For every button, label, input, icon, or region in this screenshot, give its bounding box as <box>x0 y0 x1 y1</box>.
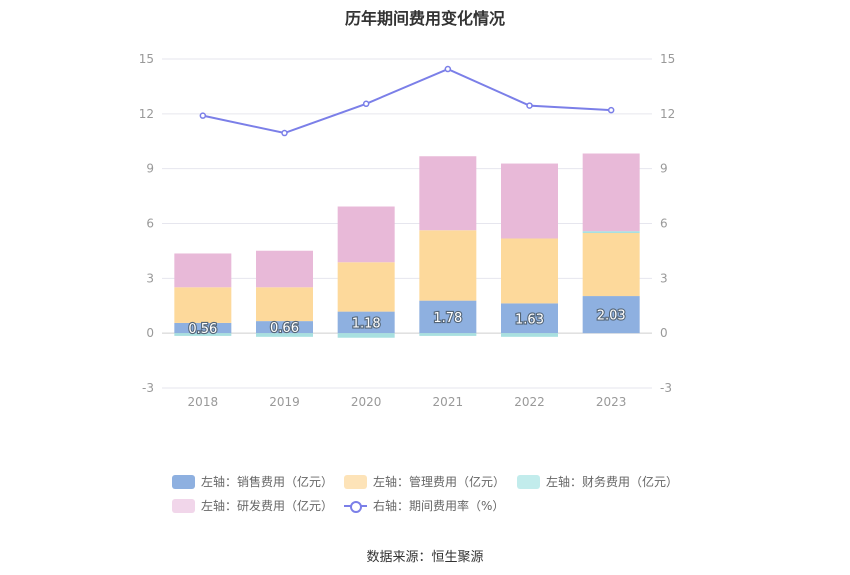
bar-rd-2023 <box>583 153 640 231</box>
bar-finance-2023 <box>583 231 640 233</box>
bar-admin-2020 <box>338 262 395 311</box>
bar-rd-2020 <box>338 207 395 263</box>
bar-admin-2023 <box>583 233 640 296</box>
legend-swatch-rd <box>172 499 195 513</box>
bar-rd-2019 <box>256 251 313 288</box>
left-axis-tick-label: 15 <box>139 52 154 66</box>
right-axis-tick-label: 0 <box>660 326 668 340</box>
legend-item-rd[interactable]: 左轴：研发费用（亿元） <box>172 497 333 514</box>
x-axis-tick-label: 2020 <box>351 395 382 409</box>
bar-finance-2020 <box>338 333 395 338</box>
legend-label-rd: 左轴：研发费用（亿元） <box>201 497 333 514</box>
point-expense-ratio-2021 <box>445 67 450 72</box>
data-label-sales-2021: 1.78 <box>433 311 462 326</box>
right-axis: -3 0 3 6 9 12 15 <box>660 52 675 395</box>
bar-admin-2018 <box>174 287 231 323</box>
data-source: 数据来源：恒生聚源 <box>0 546 850 565</box>
bar-series <box>174 153 639 337</box>
right-axis-tick-label: 12 <box>660 107 675 121</box>
line-series <box>200 67 613 136</box>
data-label-sales-2022: 1.63 <box>515 312 544 327</box>
legend-swatch-finance <box>517 475 540 489</box>
right-axis-tick-label: 9 <box>660 162 668 176</box>
legend-label-finance: 左轴：财务费用（亿元） <box>546 473 678 490</box>
legend-swatch-admin <box>344 475 367 489</box>
legend-swatch-sales <box>172 475 195 489</box>
left-axis-tick-label: 12 <box>139 107 154 121</box>
point-expense-ratio-2019 <box>282 131 287 136</box>
bar-admin-2019 <box>256 287 313 321</box>
left-axis-tick-label: -3 <box>142 381 154 395</box>
bar-finance-2022 <box>501 333 558 337</box>
bar-admin-2022 <box>501 238 558 303</box>
bar-rd-2018 <box>174 253 231 287</box>
right-axis-tick-label: 3 <box>660 271 668 285</box>
legend-label-expense-ratio: 右轴：期间费用率（%） <box>373 497 504 514</box>
x-axis-tick-label: 2023 <box>596 395 627 409</box>
right-axis-tick-label: -3 <box>660 381 672 395</box>
legend-label-admin: 左轴：管理费用（亿元） <box>373 473 505 490</box>
legend-item-expense-ratio[interactable]: 右轴：期间费用率（%） <box>344 497 504 514</box>
legend-item-sales[interactable]: 左轴：销售费用（亿元） <box>172 473 333 490</box>
data-label-sales-2018: 0.56 <box>188 322 217 337</box>
legend-item-admin[interactable]: 左轴：管理费用（亿元） <box>344 473 505 490</box>
x-axis-tick-label: 2022 <box>514 395 545 409</box>
bar-rd-2021 <box>419 156 476 230</box>
right-axis-tick-label: 15 <box>660 52 675 66</box>
legend-item-finance[interactable]: 左轴：财务费用（亿元） <box>517 473 678 490</box>
left-axis: -3 0 3 6 9 12 15 <box>139 52 154 395</box>
x-axis-tick-label: 2021 <box>433 395 464 409</box>
x-axis-tick-label: 2019 <box>269 395 300 409</box>
right-axis-tick-label: 6 <box>660 217 668 231</box>
left-axis-tick-label: 0 <box>146 326 154 340</box>
bar-finance-2021 <box>419 333 476 336</box>
legend-swatch-expense-ratio <box>344 499 367 513</box>
data-label-sales-2020: 1.18 <box>352 316 381 331</box>
x-axis: 2018 2019 2020 2021 2022 2023 <box>188 395 627 409</box>
data-label-sales-2019: 0.66 <box>270 321 299 336</box>
point-expense-ratio-2020 <box>364 101 369 106</box>
x-axis-tick-label: 2018 <box>188 395 219 409</box>
bar-admin-2021 <box>419 230 476 300</box>
bar-rd-2022 <box>501 164 558 239</box>
point-expense-ratio-2023 <box>609 108 614 113</box>
legend-label-sales: 左轴：销售费用（亿元） <box>201 473 333 490</box>
point-expense-ratio-2018 <box>200 113 205 118</box>
left-axis-tick-label: 3 <box>146 271 154 285</box>
left-axis-tick-label: 9 <box>146 162 154 176</box>
left-axis-tick-label: 6 <box>146 217 154 231</box>
line-expense-ratio <box>203 69 611 133</box>
data-label-sales-2023: 2.03 <box>597 309 626 324</box>
point-expense-ratio-2022 <box>527 103 532 108</box>
